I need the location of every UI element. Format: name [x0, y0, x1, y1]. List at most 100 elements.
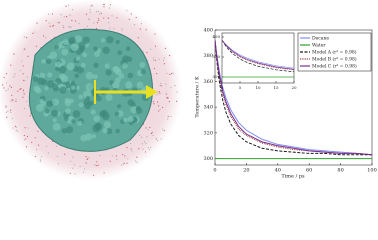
water-dot: [158, 91, 160, 93]
water-dot: [167, 97, 169, 99]
water-dot: [111, 155, 113, 157]
water-dot: [123, 162, 125, 164]
surface-bump: [71, 119, 76, 124]
water-dot: [72, 156, 74, 158]
water-dot: [100, 12, 102, 14]
surface-bump: [90, 109, 96, 115]
water-dot: [96, 161, 98, 163]
water-dot: [23, 93, 25, 95]
water-dot: [82, 171, 85, 173]
water-dot: [47, 152, 50, 154]
y-axis-label: Temperature / K: [195, 76, 201, 118]
water-dot: [147, 147, 149, 149]
water-dot: [85, 13, 88, 15]
surface-bump: [51, 98, 60, 106]
water-dot: [170, 115, 172, 117]
water-dot: [159, 108, 161, 110]
water-dot: [29, 115, 31, 117]
water-dot: [166, 97, 168, 99]
water-dot: [156, 73, 158, 75]
water-dot: [9, 85, 11, 87]
water-dot: [156, 94, 158, 96]
water-dot: [86, 25, 88, 27]
y-tick-label: 320: [203, 130, 213, 136]
surface-bump: [61, 48, 69, 56]
surface-bump: [66, 62, 75, 71]
water-dot: [157, 92, 159, 94]
water-dot: [69, 14, 71, 16]
surface-bump: [121, 62, 128, 69]
water-dot: [157, 105, 160, 107]
surface-bump: [112, 81, 120, 89]
water-dot: [57, 162, 59, 165]
water-dot: [10, 64, 12, 66]
surface-bump: [64, 116, 69, 122]
water-dot: [17, 130, 19, 133]
water-dot: [164, 47, 166, 49]
water-dot: [176, 100, 178, 102]
surface-bump: [52, 118, 57, 123]
water-dot: [174, 85, 176, 87]
water-dot: [153, 67, 156, 70]
water-dot: [153, 103, 155, 105]
surface-bump: [37, 77, 45, 85]
legend-label: Model B (r² = 0.98): [312, 56, 357, 63]
water-dot: [130, 148, 132, 150]
water-dot: [10, 86, 13, 89]
x-tick-label: 0: [213, 168, 216, 174]
surface-bump: [130, 106, 138, 114]
water-dot: [144, 151, 147, 153]
water-dot: [146, 52, 148, 54]
water-dot: [139, 134, 141, 136]
surface-bump: [135, 105, 141, 111]
water-dot: [86, 158, 88, 160]
water-dot: [147, 60, 149, 62]
surface-bump: [72, 110, 81, 118]
water-dot: [126, 146, 128, 149]
water-dot: [14, 125, 16, 127]
surface-bump: [115, 77, 121, 83]
water-dot: [158, 110, 160, 112]
x-tick-label: 20: [291, 85, 297, 90]
surface-bump: [115, 128, 120, 134]
water-dot: [140, 23, 143, 25]
water-dot: [10, 109, 12, 111]
surface-bump: [52, 123, 61, 131]
surface-bump: [92, 74, 98, 80]
water-dot: [28, 105, 30, 107]
water-dot: [31, 141, 33, 144]
y-tick-label: 400: [203, 28, 213, 34]
molecule-render: [0, 0, 182, 180]
surface-bump: [54, 61, 62, 69]
surface-bump: [61, 128, 68, 134]
surface-bump: [95, 95, 102, 102]
water-dot: [111, 15, 113, 17]
water-dot: [89, 11, 91, 13]
water-dot: [160, 138, 162, 140]
water-dot: [74, 20, 77, 22]
water-dot: [126, 10, 128, 12]
water-dot: [143, 140, 146, 143]
water-dot: [96, 22, 99, 24]
legend-label: Model C (r² = 0.98): [312, 63, 357, 70]
surface-bump: [62, 39, 69, 46]
surface-bump: [127, 115, 134, 123]
water-dot: [5, 111, 7, 113]
water-dot: [2, 84, 4, 86]
series-line: [222, 39, 294, 69]
water-dot: [90, 5, 92, 7]
water-dot: [22, 89, 25, 91]
x-tick-label: 100: [367, 168, 377, 174]
water-dot: [156, 140, 159, 142]
surface-bump: [32, 76, 39, 82]
water-dot: [22, 73, 24, 75]
water-dot: [103, 17, 105, 19]
y-tick-label: 400: [212, 34, 220, 39]
y-tick-label: 300: [203, 156, 213, 162]
water-dot: [72, 167, 74, 169]
water-dot: [69, 26, 71, 28]
water-dot: [23, 79, 25, 82]
surface-bump: [103, 121, 112, 129]
surface-bump: [44, 108, 50, 114]
water-dot: [7, 88, 9, 90]
